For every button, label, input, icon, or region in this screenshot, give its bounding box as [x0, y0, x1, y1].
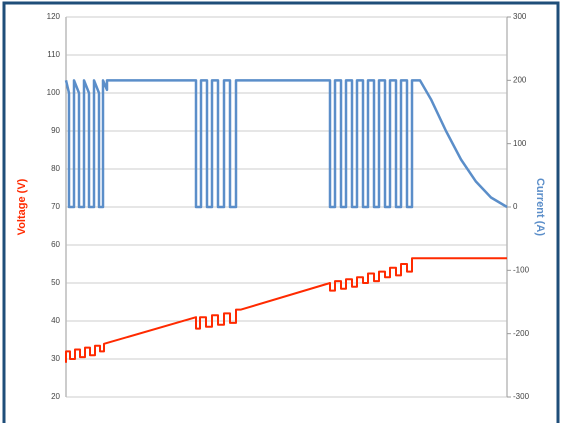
y2-axis-title: Current (A): [534, 178, 546, 236]
y-tick-label: 30: [51, 354, 60, 363]
y2-tick-label: -200: [513, 329, 530, 338]
series-line: [65, 257, 507, 363]
y-axis-title: Voltage (V): [16, 178, 28, 235]
y2-tick-label: 100: [513, 139, 527, 148]
series-line: [64, 79, 508, 209]
y-tick-label: 100: [47, 88, 61, 97]
y2-tick-label: 300: [513, 12, 527, 21]
y2-tick-label: 0: [513, 202, 518, 211]
y-tick-label: 80: [51, 164, 60, 173]
y2-tick-label: -100: [513, 265, 530, 274]
y-tick-label: 110: [47, 50, 60, 59]
y-tick-label: 60: [51, 240, 60, 249]
y-tick-label: 20: [51, 392, 60, 401]
y-tick-label: 50: [51, 278, 60, 287]
y-tick-label: 70: [51, 202, 60, 211]
y2-tick-label: -300: [513, 392, 530, 401]
y-tick-label: 90: [51, 126, 60, 135]
y-tick-label: 120: [47, 12, 61, 21]
y2-tick-label: 200: [513, 75, 527, 84]
y-tick-label: 40: [51, 316, 60, 325]
